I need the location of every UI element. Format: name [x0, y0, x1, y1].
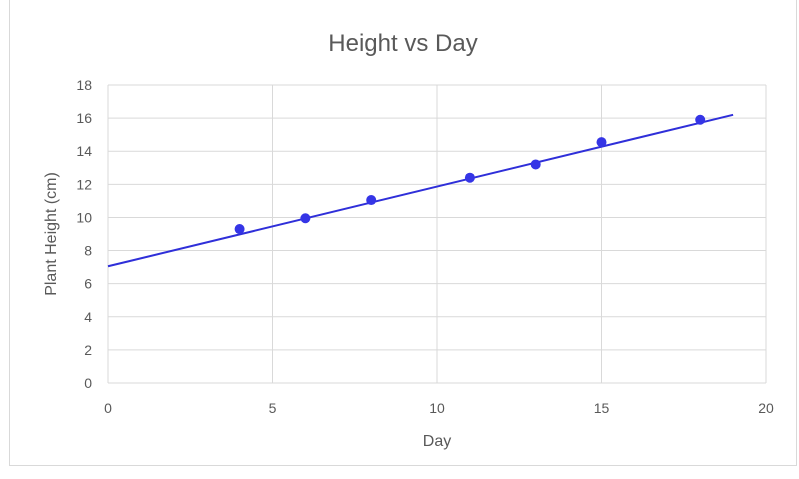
chart-frame [9, 0, 797, 466]
y-tick-label: 14 [76, 143, 92, 159]
y-tick-label: 8 [84, 243, 92, 259]
y-tick-label: 18 [76, 77, 92, 93]
y-tick-label: 6 [84, 276, 92, 292]
x-tick-label: 5 [269, 400, 277, 416]
trendline [107, 113, 734, 268]
y-tick-label: 10 [76, 209, 92, 225]
x-tick-label: 0 [104, 400, 112, 416]
y-tick-labels: 0 2 4 6 8 10 12 14 16 18 [76, 77, 92, 391]
y-tick-label: 0 [84, 375, 92, 391]
x-tick-label: 15 [594, 400, 610, 416]
data-points [234, 114, 706, 235]
x-tick-label: 20 [758, 400, 774, 416]
data-point [695, 114, 706, 125]
x-tick-label: 10 [429, 400, 445, 416]
x-axis-title: Day [423, 433, 451, 450]
data-point [234, 224, 245, 235]
y-tick-label: 2 [84, 342, 92, 358]
data-point [530, 159, 541, 170]
y-tick-label: 16 [76, 110, 92, 126]
data-point [464, 172, 475, 183]
data-point [366, 195, 377, 206]
data-point [300, 213, 311, 224]
data-point [596, 137, 607, 148]
y-tick-label: 12 [76, 176, 92, 192]
grid-lines [107, 84, 767, 384]
trendline-group [107, 113, 734, 268]
y-axis-title: Plant Height (cm) [43, 172, 60, 296]
y-tick-label: 4 [84, 309, 92, 325]
x-tick-labels: 0 5 10 15 20 [104, 400, 774, 416]
chart-title: Height vs Day [328, 30, 477, 57]
